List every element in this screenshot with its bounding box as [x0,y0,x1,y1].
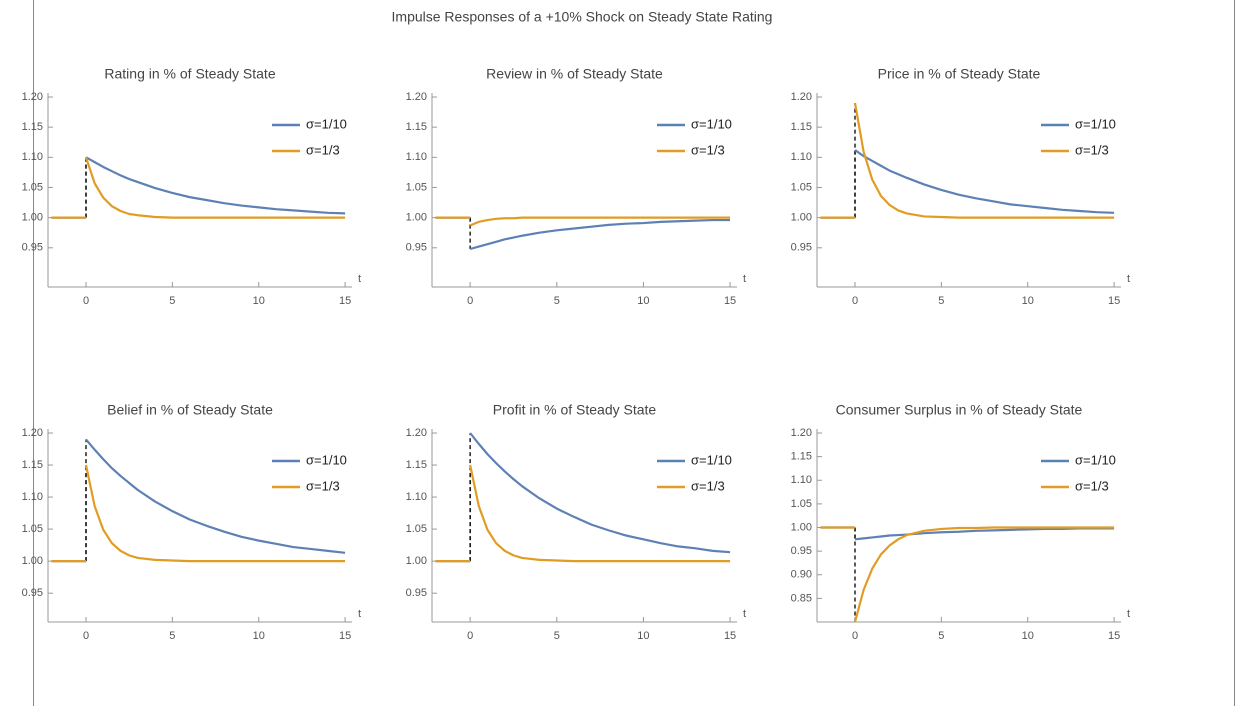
x-axis-label: t [358,273,361,285]
y-tick-label: 0.95 [791,242,812,254]
y-tick-label: 1.00 [406,212,427,224]
chart-title: Review in % of Steady State [486,66,663,82]
y-tick-label: 1.15 [406,459,427,471]
x-tick-label: 5 [554,630,560,642]
series-line [820,526,1115,623]
series-line [820,102,1115,219]
y-tick-label: 1.05 [22,523,43,535]
x-tick-label: 0 [852,295,858,307]
series-line [435,464,731,563]
x-axis-label: t [1127,273,1130,285]
x-tick-label: 10 [637,295,649,307]
series-line [51,156,346,219]
x-tick-label: 5 [169,295,175,307]
y-tick-label: 1.15 [22,121,43,133]
x-tick-label: 5 [554,295,560,307]
x-tick-label: 10 [637,630,649,642]
y-tick-label: 1.10 [22,491,43,503]
y-tick-label: 1.10 [791,474,812,486]
x-tick-label: 15 [1108,630,1120,642]
y-tick-label: 1.05 [791,498,812,510]
x-axis-label: t [358,608,361,620]
x-axis-label: t [743,608,746,620]
chart-title: Belief in % of Steady State [107,402,273,418]
chart-title: Consumer Surplus in % of Steady State [836,402,1083,418]
y-tick-label: 1.00 [406,555,427,567]
x-tick-label: 5 [938,295,944,307]
x-tick-label: 0 [852,630,858,642]
x-axis-label: t [1127,608,1130,620]
legend-label: σ=1/3 [1075,142,1109,157]
x-axis-label: t [743,273,746,285]
y-tick-label: 1.15 [22,459,43,471]
series-line [51,464,346,563]
legend-label: σ=1/3 [306,142,340,157]
y-tick-label: 1.05 [406,181,427,193]
legend-label: σ=1/3 [1075,478,1109,493]
chart-title: Profit in % of Steady State [493,402,657,418]
y-tick-label: 1.20 [406,91,427,103]
x-tick-label: 15 [724,630,736,642]
y-tick-label: 0.95 [406,587,427,599]
y-tick-label: 1.00 [791,521,812,533]
x-tick-label: 5 [169,630,175,642]
x-tick-label: 15 [724,295,736,307]
y-tick-label: 1.05 [791,181,812,193]
y-tick-label: 1.05 [406,523,427,535]
y-tick-label: 1.10 [406,151,427,163]
x-tick-label: 10 [1022,630,1034,642]
legend-label: σ=1/10 [691,116,732,131]
x-tick-label: 0 [83,630,89,642]
legend-label: σ=1/3 [306,478,340,493]
y-tick-label: 1.10 [791,151,812,163]
y-tick-label: 1.15 [791,121,812,133]
y-tick-label: 1.00 [22,212,43,224]
legend-label: σ=1/3 [691,142,725,157]
y-tick-label: 1.00 [791,212,812,224]
chart-title: Price in % of Steady State [878,66,1041,82]
x-tick-label: 15 [339,630,351,642]
y-tick-label: 1.20 [406,427,427,439]
legend-label: σ=1/3 [691,478,725,493]
y-tick-label: 0.95 [791,545,812,557]
y-tick-label: 0.90 [791,569,812,581]
y-tick-label: 1.20 [791,427,812,439]
figure-title: Impulse Responses of a +10% Shock on Ste… [392,9,773,25]
y-tick-label: 1.15 [791,451,812,463]
y-tick-label: 1.10 [22,151,43,163]
x-tick-label: 0 [467,295,473,307]
y-tick-label: 1.15 [406,121,427,133]
y-tick-label: 0.95 [406,242,427,254]
y-tick-label: 1.10 [406,491,427,503]
legend-label: σ=1/10 [691,452,732,467]
x-tick-label: 15 [1108,295,1120,307]
legend-label: σ=1/10 [306,116,347,131]
legend-label: σ=1/10 [1075,116,1116,131]
legend-label: σ=1/10 [1075,452,1116,467]
chart-title: Rating in % of Steady State [104,66,275,82]
y-tick-label: 1.20 [22,427,43,439]
x-tick-label: 10 [253,630,265,642]
x-tick-label: 10 [253,295,265,307]
y-tick-label: 1.20 [22,91,43,103]
x-tick-label: 10 [1022,295,1034,307]
y-tick-label: 1.20 [791,91,812,103]
y-tick-label: 0.95 [22,242,43,254]
y-tick-label: 1.05 [22,181,43,193]
y-tick-label: 0.85 [791,592,812,604]
legend-label: σ=1/10 [306,452,347,467]
x-tick-label: 0 [467,630,473,642]
y-tick-label: 0.95 [22,587,43,599]
series-line [435,216,731,227]
x-tick-label: 5 [938,630,944,642]
x-tick-label: 15 [339,295,351,307]
y-tick-label: 1.00 [22,555,43,567]
x-tick-label: 0 [83,295,89,307]
